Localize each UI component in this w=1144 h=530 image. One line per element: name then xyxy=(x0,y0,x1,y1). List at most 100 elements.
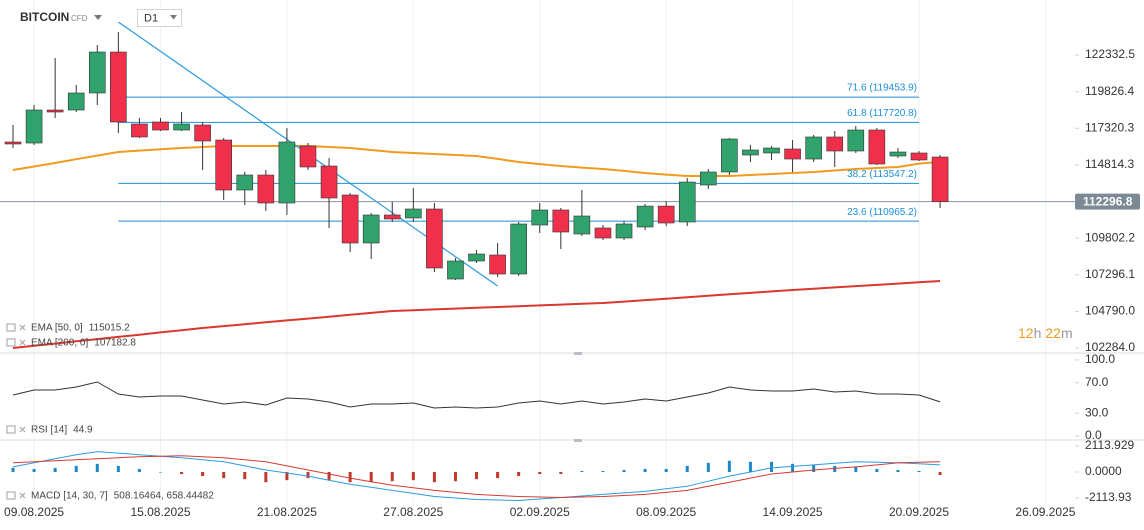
macd-histogram-bar xyxy=(917,470,921,473)
candle-body xyxy=(910,152,928,161)
macd-histogram-bar xyxy=(538,472,542,475)
symbol-selector[interactable]: BITCOIN CFD xyxy=(20,10,102,24)
candle-body xyxy=(320,165,338,199)
candle-body xyxy=(615,223,633,239)
candle-body xyxy=(784,148,801,160)
macd-histogram-bar xyxy=(11,467,15,473)
macd-histogram-bar xyxy=(622,469,626,473)
macd-histogram-bar xyxy=(664,468,668,473)
candle-body xyxy=(152,121,169,131)
y-tick-label: 109802.2 xyxy=(1085,230,1135,244)
legend-name: EMA [200, 0] xyxy=(31,338,88,349)
macd-histogram-bar xyxy=(95,463,99,473)
macd-histogram-bar xyxy=(812,464,816,473)
macd-line xyxy=(12,455,941,499)
y-tick-label: 0.0 xyxy=(1085,428,1102,442)
candle-body xyxy=(636,205,654,228)
candle-body xyxy=(278,141,296,204)
candle-body xyxy=(678,181,696,223)
candle-body xyxy=(826,136,844,152)
legend-icons xyxy=(6,323,26,500)
macd-histogram-bar xyxy=(53,467,57,473)
y-tick-label: -2113.93 xyxy=(1085,490,1132,504)
candle-body xyxy=(173,123,190,131)
legend-icon[interactable] xyxy=(6,323,26,332)
pane-resize-handle[interactable] xyxy=(574,352,582,355)
macd-histogram-bar xyxy=(327,472,331,481)
macd-histogram-bar xyxy=(348,472,352,483)
candle-body xyxy=(299,145,317,168)
candle-body xyxy=(868,129,886,165)
macd-histogram-bar xyxy=(180,472,184,475)
legend-name: MACD [14, 30, 7] xyxy=(31,491,108,502)
last-price-label: 112296.8 xyxy=(1083,194,1133,208)
fib-label: 38.2 (113547.2) xyxy=(847,169,917,180)
macd-histogram-bar xyxy=(390,472,394,482)
legend-name: RSI [14] xyxy=(31,425,67,436)
y-tick-label: 2113.929 xyxy=(1085,438,1134,452)
candle-body xyxy=(573,215,591,235)
candle-body xyxy=(510,223,527,275)
macd-histogram-bar xyxy=(580,470,584,473)
candle-body xyxy=(552,209,570,233)
candle-body xyxy=(426,208,443,269)
candle-body xyxy=(88,51,106,94)
legend-icon[interactable] xyxy=(6,338,26,347)
legend-icon[interactable] xyxy=(6,425,26,434)
symbol-name: BITCOIN xyxy=(20,10,69,24)
y-tick-label: 122332.5 xyxy=(1085,47,1135,61)
y-tick-label: 117320.3 xyxy=(1085,120,1134,134)
candle-body xyxy=(67,92,85,111)
timeframe-label: D1 xyxy=(144,12,158,24)
x-tick-label: 09.08.2025 xyxy=(4,505,64,519)
y-tick-label: 114814.3 xyxy=(1085,157,1134,171)
candle-body xyxy=(110,51,127,123)
symbol-kind: CFD xyxy=(71,14,88,23)
legend-icon[interactable] xyxy=(6,491,26,500)
macd-histogram-bar xyxy=(116,465,120,473)
candle-body xyxy=(131,123,148,138)
macd-histogram-bar xyxy=(432,472,436,483)
macd-histogram-bar xyxy=(727,460,731,473)
macd-histogram-bar xyxy=(643,468,647,473)
macd-histogram-bar xyxy=(896,469,900,473)
last-price-box xyxy=(1075,193,1140,210)
candle-body xyxy=(657,205,675,224)
x-tick-label: 26.09.2025 xyxy=(1015,505,1075,519)
candle-body xyxy=(215,139,232,191)
x-tick-label: 27.08.2025 xyxy=(383,505,443,519)
macd-histogram-bar xyxy=(243,472,247,480)
indicator-line xyxy=(12,381,941,409)
candle-body xyxy=(931,156,949,202)
macd-histogram-bar xyxy=(453,472,457,482)
pane-resize-handle[interactable] xyxy=(574,439,582,442)
candle-body xyxy=(46,109,64,113)
macd-histogram-bar xyxy=(875,468,879,473)
candle-body xyxy=(531,209,549,226)
countdown-unit: m xyxy=(1061,325,1073,341)
candle-body xyxy=(383,214,401,220)
macd-histogram-bar xyxy=(601,470,605,473)
macd-histogram-bar xyxy=(517,472,521,477)
timeframe-selector[interactable]: D1 xyxy=(137,9,182,27)
vertical-grid xyxy=(33,0,1046,505)
macd-histogram-bar xyxy=(222,472,226,479)
candle-body xyxy=(236,174,254,191)
fib-label: 23.6 (110965.2) xyxy=(847,207,917,218)
y-tick-label: 70.0 xyxy=(1085,375,1109,389)
x-tick-label: 08.09.2025 xyxy=(636,505,696,519)
macd-histogram-bar xyxy=(201,472,205,477)
macd-histogram-bar xyxy=(559,472,563,475)
legend-value: 508.16464, 658.44482 xyxy=(114,491,215,502)
candle-countdown: 12h 22m xyxy=(1018,325,1073,341)
macd-histogram-bar xyxy=(770,461,774,473)
x-tick-label: 15.08.2025 xyxy=(130,505,190,519)
y-tick-label: 107296.1 xyxy=(1085,267,1135,281)
macd-histogram-bar xyxy=(854,466,858,473)
macd-histogram-bar xyxy=(496,472,500,479)
x-tick-label: 14.09.2025 xyxy=(763,505,823,519)
countdown-unit: h xyxy=(1034,325,1042,341)
candle-body xyxy=(489,254,506,275)
ema-line xyxy=(12,145,941,177)
